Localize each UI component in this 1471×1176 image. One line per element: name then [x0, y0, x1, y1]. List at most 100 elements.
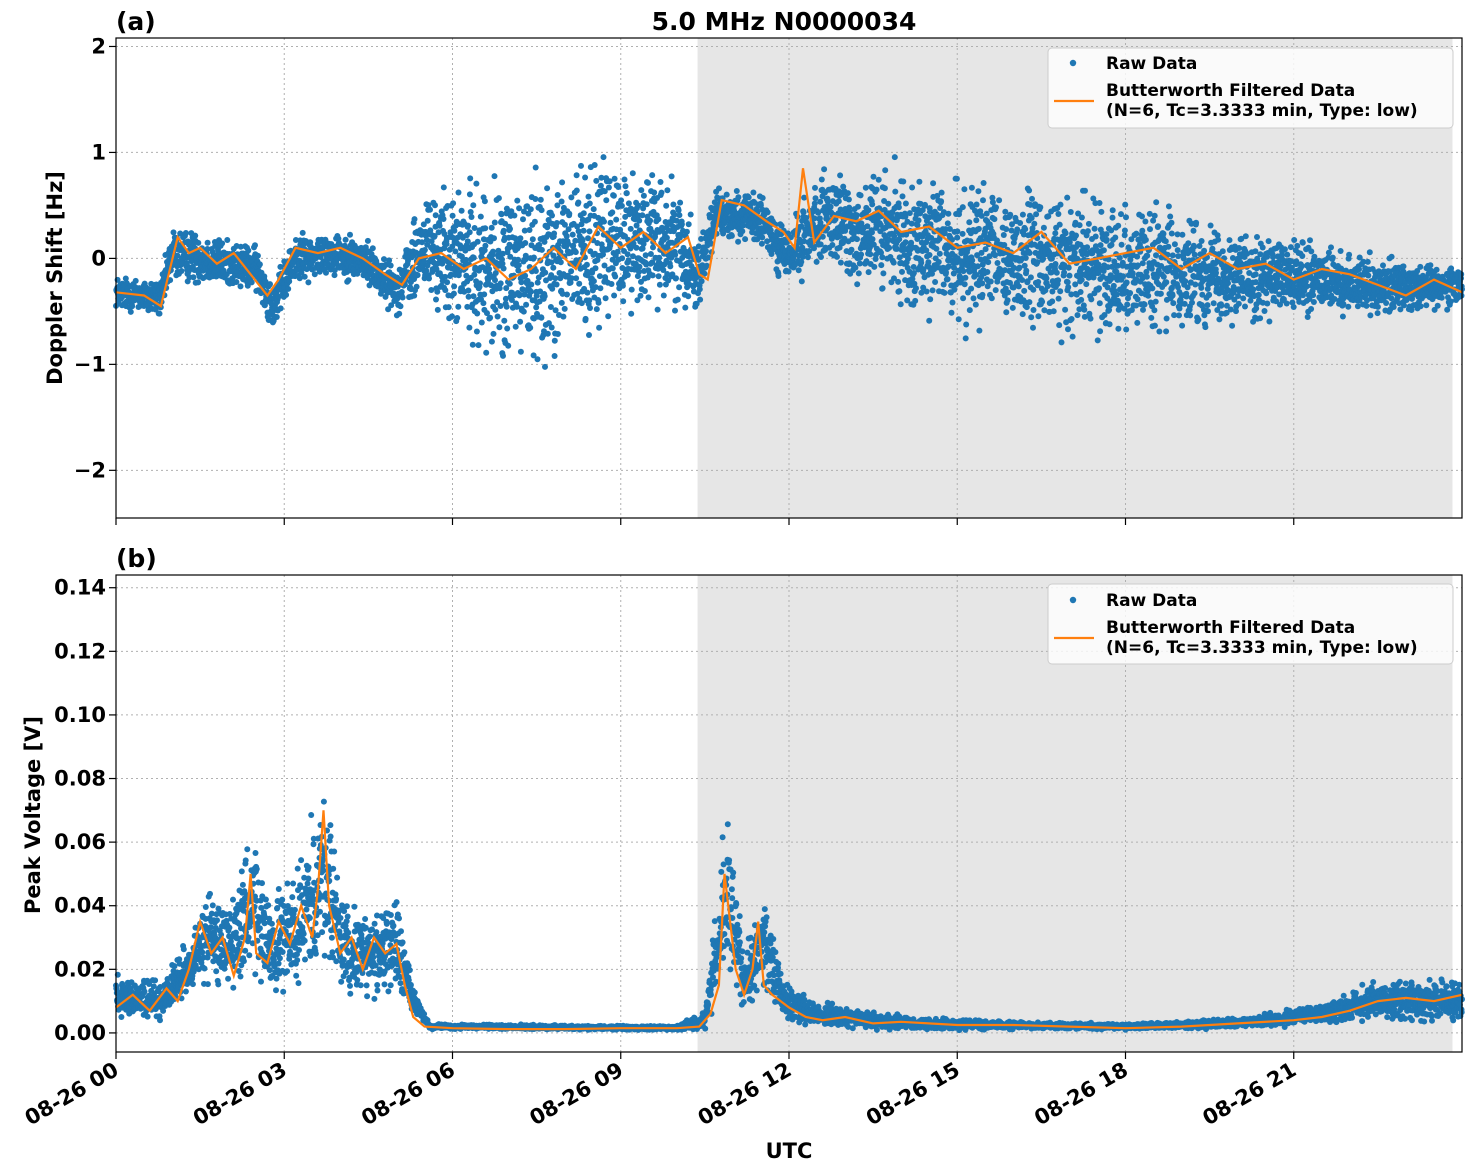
raw-point: [1078, 289, 1084, 295]
raw-point: [1151, 307, 1157, 313]
raw-point: [433, 212, 439, 218]
raw-point: [451, 228, 457, 234]
raw-point: [1023, 268, 1029, 274]
raw-point: [1093, 234, 1099, 240]
raw-point: [587, 201, 593, 207]
raw-point: [817, 199, 823, 205]
raw-point: [1170, 252, 1176, 258]
raw-point: [285, 286, 291, 292]
raw-point: [912, 298, 918, 304]
raw-point: [183, 230, 189, 236]
raw-point: [498, 303, 504, 309]
raw-point: [636, 269, 642, 275]
raw-point: [1367, 249, 1373, 255]
raw-point: [1193, 220, 1199, 226]
raw-point: [656, 255, 662, 261]
raw-point: [628, 311, 634, 317]
raw-point: [874, 187, 880, 193]
raw-point: [482, 198, 488, 204]
raw-point: [663, 203, 669, 209]
raw-point: [819, 177, 825, 183]
raw-point: [129, 303, 135, 309]
raw-point: [586, 194, 592, 200]
raw-point: [533, 268, 539, 274]
raw-point: [1235, 293, 1241, 299]
raw-point: [1228, 307, 1234, 313]
raw-point: [467, 191, 473, 197]
raw-point: [1167, 214, 1173, 220]
raw-point: [838, 260, 844, 266]
raw-point: [1288, 244, 1294, 250]
raw-point: [711, 223, 717, 229]
raw-point: [1092, 226, 1098, 232]
raw-point: [1367, 312, 1373, 318]
raw-point: [433, 297, 439, 303]
raw-point: [1061, 270, 1067, 276]
raw-point: [1114, 292, 1120, 298]
raw-point: [1133, 231, 1139, 237]
raw-point: [619, 255, 625, 261]
raw-point: [870, 236, 876, 242]
raw-point: [513, 324, 519, 330]
raw-point: [1055, 211, 1061, 217]
raw-point: [533, 165, 539, 171]
raw-point: [471, 293, 477, 299]
raw-point: [1078, 297, 1084, 303]
raw-point: [1153, 252, 1159, 258]
raw-point: [900, 179, 906, 185]
raw-point: [672, 308, 678, 314]
raw-point: [956, 316, 962, 322]
raw-point: [474, 311, 480, 317]
raw-point: [1072, 250, 1078, 256]
raw-point: [1294, 243, 1300, 249]
raw-point: [857, 261, 863, 267]
raw-point: [1176, 312, 1182, 318]
raw-point: [729, 233, 735, 239]
raw-point: [1097, 328, 1103, 334]
raw-point: [1152, 323, 1158, 329]
raw-point: [551, 231, 557, 237]
raw-point: [814, 259, 820, 265]
raw-point: [865, 207, 871, 213]
raw-point: [1005, 289, 1011, 295]
raw-point: [1256, 292, 1262, 298]
raw-point: [667, 263, 673, 269]
raw-point: [1375, 310, 1381, 316]
raw-point: [1305, 314, 1311, 320]
raw-point: [1104, 237, 1110, 243]
raw-point: [609, 281, 615, 287]
raw-point: [676, 284, 682, 290]
raw-point: [501, 318, 507, 324]
raw-point: [682, 305, 688, 311]
raw-point: [885, 201, 891, 207]
raw-point: [483, 350, 489, 356]
raw-point: [609, 209, 615, 215]
raw-point: [465, 223, 471, 229]
raw-point: [492, 220, 498, 226]
raw-point: [896, 204, 902, 210]
raw-point: [179, 268, 185, 274]
raw-point: [655, 307, 661, 313]
raw-point: [581, 210, 587, 216]
raw-point: [673, 275, 679, 281]
raw-point: [238, 283, 244, 289]
raw-point: [1250, 287, 1256, 293]
raw-point: [1053, 261, 1059, 267]
raw-point: [535, 356, 541, 362]
raw-point: [1191, 228, 1197, 234]
raw-point: [528, 289, 534, 295]
raw-point: [937, 251, 943, 257]
raw-point: [474, 329, 480, 335]
raw-point: [562, 306, 568, 312]
raw-point: [542, 293, 548, 299]
raw-point: [1079, 277, 1085, 283]
raw-point: [659, 190, 665, 196]
raw-point: [522, 240, 528, 246]
raw-point: [479, 320, 485, 326]
raw-point: [961, 186, 967, 192]
raw-point: [796, 267, 802, 273]
raw-point: [261, 273, 267, 279]
raw-point: [882, 185, 888, 191]
raw-point: [828, 204, 834, 210]
raw-point: [1192, 282, 1198, 288]
